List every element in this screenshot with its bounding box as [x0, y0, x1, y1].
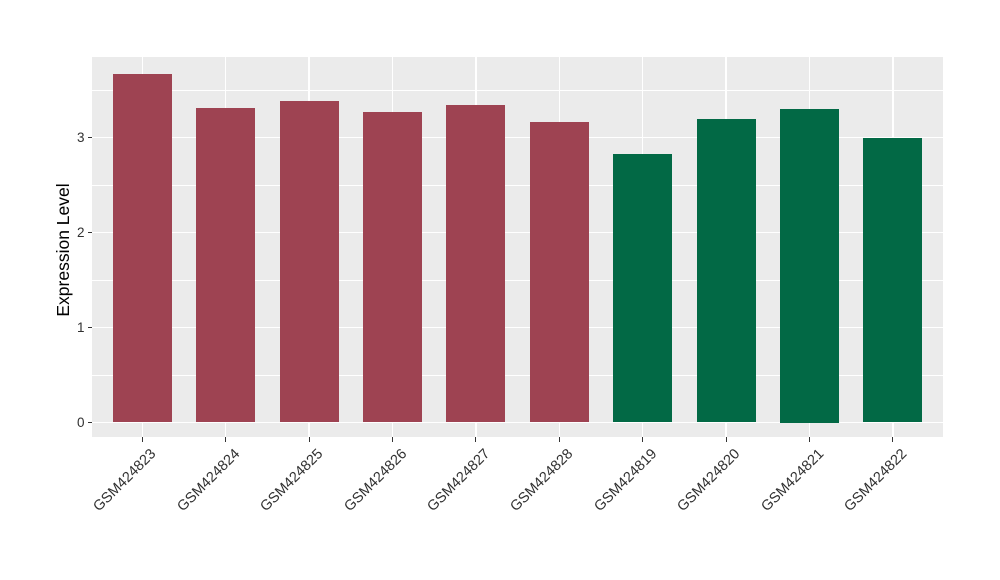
y-tick-mark [87, 421, 92, 424]
y-tick-mark [87, 231, 92, 234]
y-tick-label: 1 [76, 319, 85, 335]
x-tick-mark [225, 437, 227, 442]
bar-GSM424820 [696, 119, 756, 423]
bar-GSM424827 [446, 105, 506, 423]
bar-GSM424826 [363, 111, 422, 423]
gridline-minor [92, 89, 943, 91]
plot-panel [92, 57, 943, 437]
y-tick-mark [87, 326, 92, 329]
x-tick-mark [642, 437, 644, 442]
gridline-minor [92, 279, 943, 281]
gridline-major [92, 231, 943, 234]
bar-GSM424824 [196, 108, 256, 423]
x-tick-mark [892, 437, 894, 442]
x-tick-mark [308, 437, 310, 442]
x-tick-mark [475, 437, 477, 442]
x-tick-mark [558, 437, 560, 442]
x-tick-mark [725, 437, 727, 442]
bar-GSM424821 [780, 109, 839, 423]
x-tick-mark [141, 437, 143, 442]
y-tick-label: 3 [76, 129, 85, 145]
gridline-major [92, 326, 943, 329]
bar-GSM424825 [279, 101, 339, 423]
gridline-minor [92, 184, 943, 186]
y-tick-label: 2 [76, 224, 85, 240]
x-tick-mark [808, 437, 811, 442]
bar-GSM424823 [112, 73, 172, 423]
gridline-major [92, 421, 943, 424]
bar-GSM424822 [863, 138, 923, 423]
gridline-major [92, 136, 943, 139]
bar-GSM424828 [529, 122, 589, 423]
bar-GSM424819 [613, 153, 673, 423]
x-tick-mark [391, 437, 394, 442]
y-tick-label: 0 [76, 414, 85, 430]
gridline-minor [92, 374, 943, 376]
y-tick-mark [87, 136, 92, 139]
